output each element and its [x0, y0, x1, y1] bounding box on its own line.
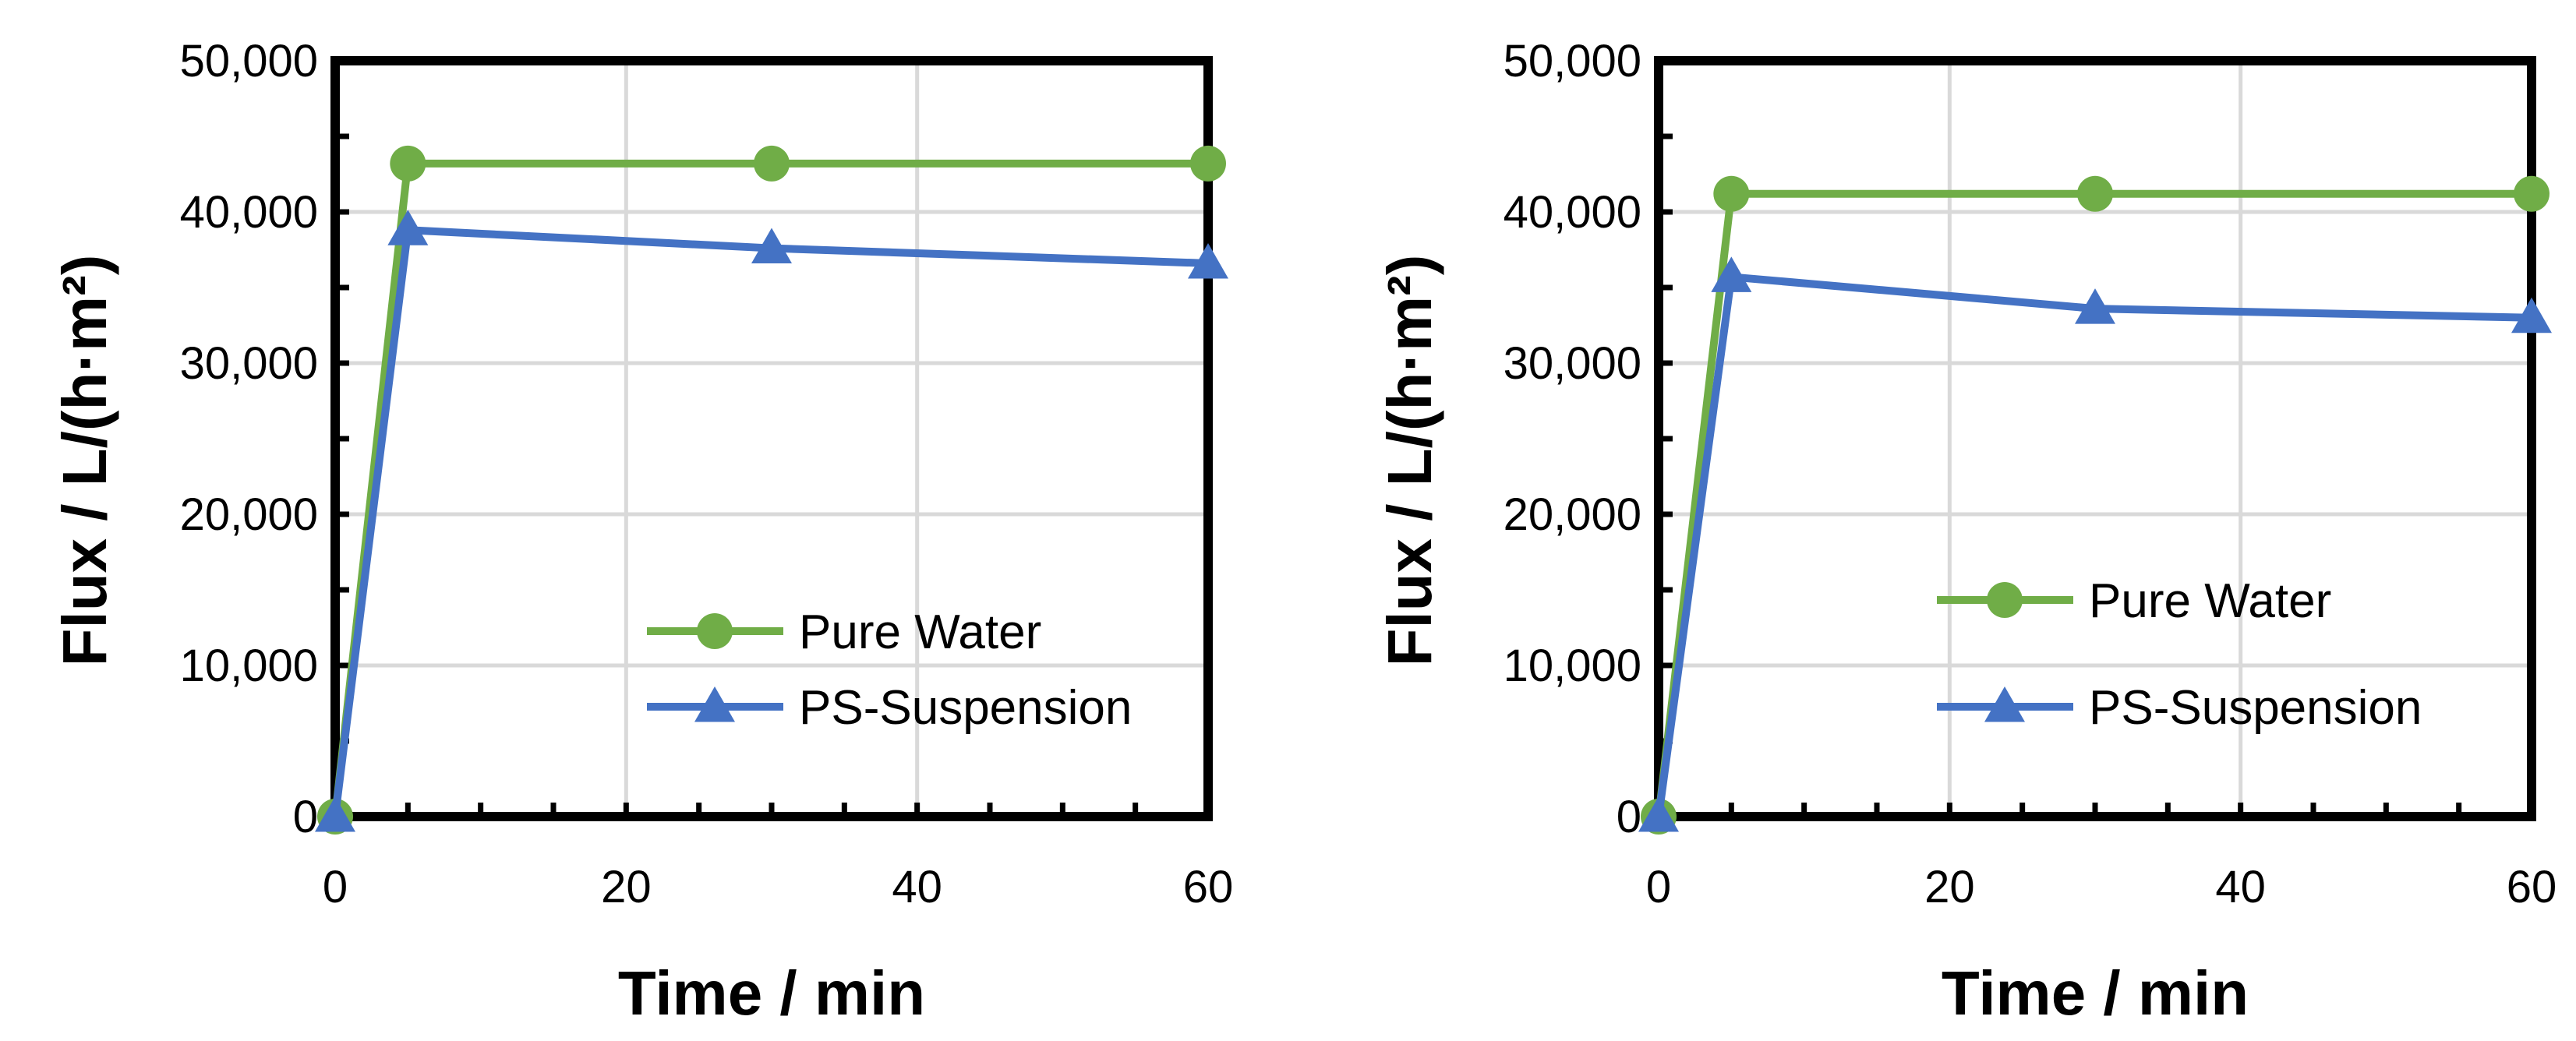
y-tick-label: 50,000	[180, 36, 318, 86]
legend-label: PS-Suspension	[799, 681, 1132, 735]
data-point	[1638, 796, 1679, 832]
x-tick-label: 60	[2507, 862, 2557, 912]
x-axis-title: Time / min	[1942, 958, 2249, 1028]
chart-right: 0 10,000 20,000 30,000 40,000 50,000 0 20 40 60 Ti…	[1375, 36, 2557, 1028]
x-tick-label: 40	[2215, 862, 2266, 912]
legend-label: Pure Water	[2089, 574, 2331, 628]
data-point	[315, 796, 355, 832]
y-axis-title: Flux / L/(h·m²)	[1375, 255, 1444, 667]
y-axis-title: Flux / L/(h·m²)	[50, 255, 119, 667]
series-line-ps-suspension	[331, 226, 1209, 817]
y-tick-label: 0	[293, 792, 318, 842]
chart-left: 0 10,000 20,000 30,000 40,000 50,000 0 20 40 60 Ti…	[50, 36, 1233, 1028]
plot-frame	[1654, 56, 2536, 821]
data-point	[2077, 175, 2113, 212]
y-tick-label: 0	[1617, 792, 1641, 842]
series-line-pure-water	[1655, 189, 2532, 817]
y-tick-label: 20,000	[180, 489, 318, 540]
legend-label: PS-Suspension	[2089, 681, 2422, 735]
data-point	[390, 145, 426, 182]
x-tick-label: 0	[1646, 862, 1671, 912]
data-point	[754, 145, 790, 182]
data-point	[387, 210, 429, 245]
legend-marker	[1987, 582, 2023, 618]
y-tick-label: 50,000	[1504, 36, 1641, 86]
legend-marker	[694, 686, 735, 722]
data-point	[1190, 145, 1226, 182]
series-line-ps-suspension	[1655, 273, 2532, 817]
x-tick-label: 0	[323, 862, 348, 912]
y-tick-label: 40,000	[180, 187, 318, 238]
legend-marker	[697, 613, 733, 649]
y-tick-label: 30,000	[180, 338, 318, 389]
x-tick-label: 40	[892, 862, 942, 912]
x-tick-label: 20	[601, 862, 652, 912]
data-point	[2511, 297, 2552, 333]
data-point	[2514, 175, 2549, 212]
data-point	[1711, 256, 1752, 292]
y-tick-label: 10,000	[180, 640, 318, 691]
y-tick-label: 30,000	[1504, 338, 1641, 389]
series-line-pure-water	[331, 159, 1208, 817]
data-point	[1188, 242, 1228, 279]
x-tick-label: 20	[1924, 862, 1975, 912]
data-point	[751, 228, 792, 264]
y-tick-label: 40,000	[1504, 187, 1641, 238]
data-point	[2075, 288, 2115, 324]
plot-frame	[330, 56, 1213, 821]
data-point	[1713, 175, 1750, 212]
x-tick-label: 60	[1183, 862, 1234, 912]
y-tick-label: 20,000	[1504, 489, 1641, 540]
y-tick-label: 10,000	[1504, 640, 1641, 691]
legend-marker	[1984, 686, 2025, 722]
x-axis-title: Time / min	[618, 958, 925, 1028]
legend-label: Pure Water	[799, 605, 1041, 659]
